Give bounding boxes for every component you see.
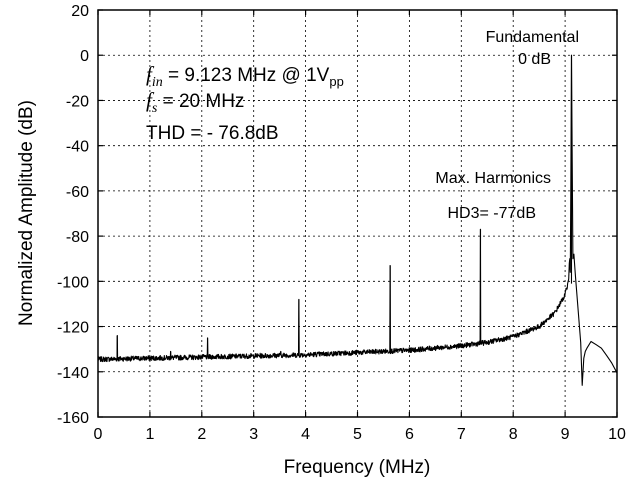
x-tick-label: 8	[509, 426, 518, 443]
sample-frequency-label: fs = 20 MHz	[146, 88, 244, 116]
y-tick-label: -40	[66, 139, 89, 156]
x-tick-label: 3	[249, 426, 258, 443]
x-tick-label: 1	[145, 426, 154, 443]
y-tick-label: -100	[57, 274, 89, 291]
y-tick-label: -20	[66, 93, 89, 110]
fin-value: = 9.123 MHz @ 1V	[163, 65, 330, 86]
fundamental-title: Fundamental	[486, 29, 579, 46]
harmonic-value: HD3= -77dB	[448, 205, 537, 222]
x-tick-label: 10	[608, 426, 626, 443]
fs-symbol: f	[146, 88, 155, 112]
x-tick-label: 7	[457, 426, 466, 443]
fs-subscript: s	[152, 101, 158, 116]
x-tick-label: 9	[561, 426, 570, 443]
y-tick-label: -80	[66, 229, 89, 246]
axis-ticks	[97, 9, 618, 418]
y-tick-label: -140	[57, 365, 89, 382]
y-tick-label: 0	[80, 48, 89, 65]
x-tick-label: 6	[405, 426, 414, 443]
thd-label: THD = - 76.8dB	[146, 123, 279, 144]
fundamental-value: 0 dB	[518, 51, 551, 68]
x-tick-labels: 0 1 2 3 4 5 6 7 8 9 10	[94, 426, 626, 443]
fin-subscript: in	[152, 75, 163, 90]
input-frequency-label: fin = 9.123 MHz @ 1Vpp	[146, 62, 344, 90]
y-tick-labels: 20 0 -20 -40 -60 -80 -100 -120 -140 -160	[57, 3, 89, 427]
spectrum-trace	[97, 54, 618, 386]
y-tick-label: -120	[57, 320, 89, 337]
x-axis-title: Frequency (MHz)	[284, 457, 431, 478]
y-axis-title: Normalized Amplitude (dB)	[16, 100, 37, 326]
y-tick-label: 20	[71, 3, 89, 20]
fin-unit-subscript: pp	[329, 74, 343, 89]
x-tick-label: 5	[353, 426, 362, 443]
x-tick-label: 4	[301, 426, 310, 443]
fs-value: = 20 MHz	[157, 91, 244, 112]
y-tick-label: -160	[57, 410, 89, 427]
x-tick-label: 0	[94, 426, 103, 443]
y-tick-label: -60	[66, 184, 89, 201]
harmonic-title: Max. Harmonics	[435, 170, 551, 187]
spectrum-line	[97, 54, 618, 386]
fin-symbol: f	[146, 62, 155, 86]
x-tick-label: 2	[197, 426, 206, 443]
grid	[98, 10, 617, 417]
